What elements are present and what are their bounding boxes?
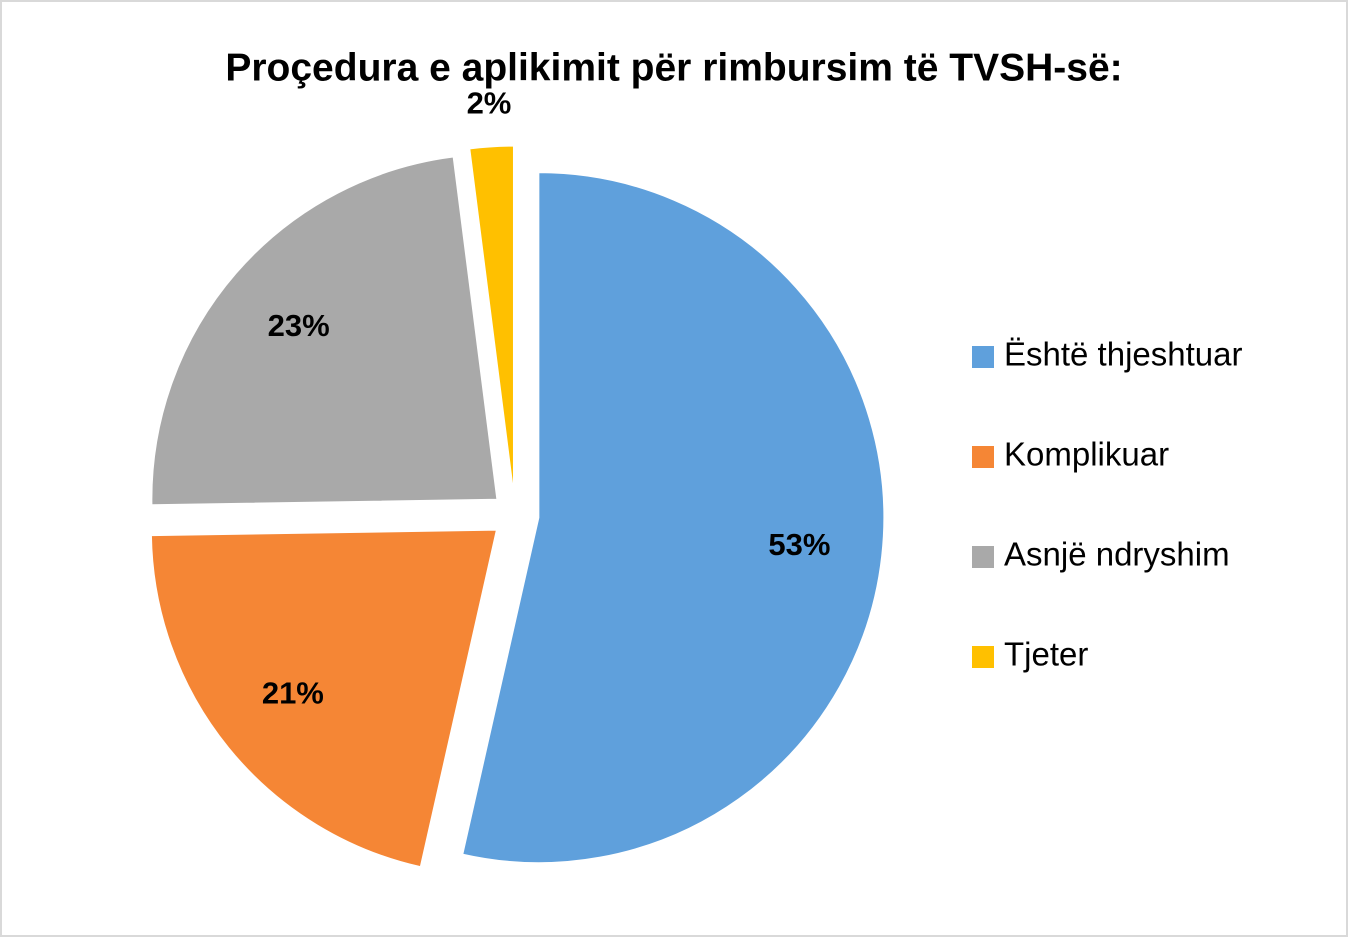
legend-label: Asnjë ndryshim [1004,536,1230,573]
pie-slice [151,156,498,506]
data-label: 21% [262,676,324,711]
pie-slice [150,529,497,868]
legend-swatch [972,346,994,368]
data-label: 2% [467,86,512,121]
legend-swatch [972,646,994,668]
legend-label: Është thjeshtuar [1004,336,1242,373]
chart-title: Proçedura e aplikimit për rimbursim të T… [225,46,1122,89]
legend-swatch [972,546,994,568]
legend-label: Tjeter [1004,636,1088,673]
legend-swatch [972,446,994,468]
pie-slice [469,145,514,492]
legend-label: Komplikuar [1004,436,1169,473]
data-label: 53% [768,527,830,562]
pie-slice [462,172,885,864]
data-label: 23% [268,308,330,343]
